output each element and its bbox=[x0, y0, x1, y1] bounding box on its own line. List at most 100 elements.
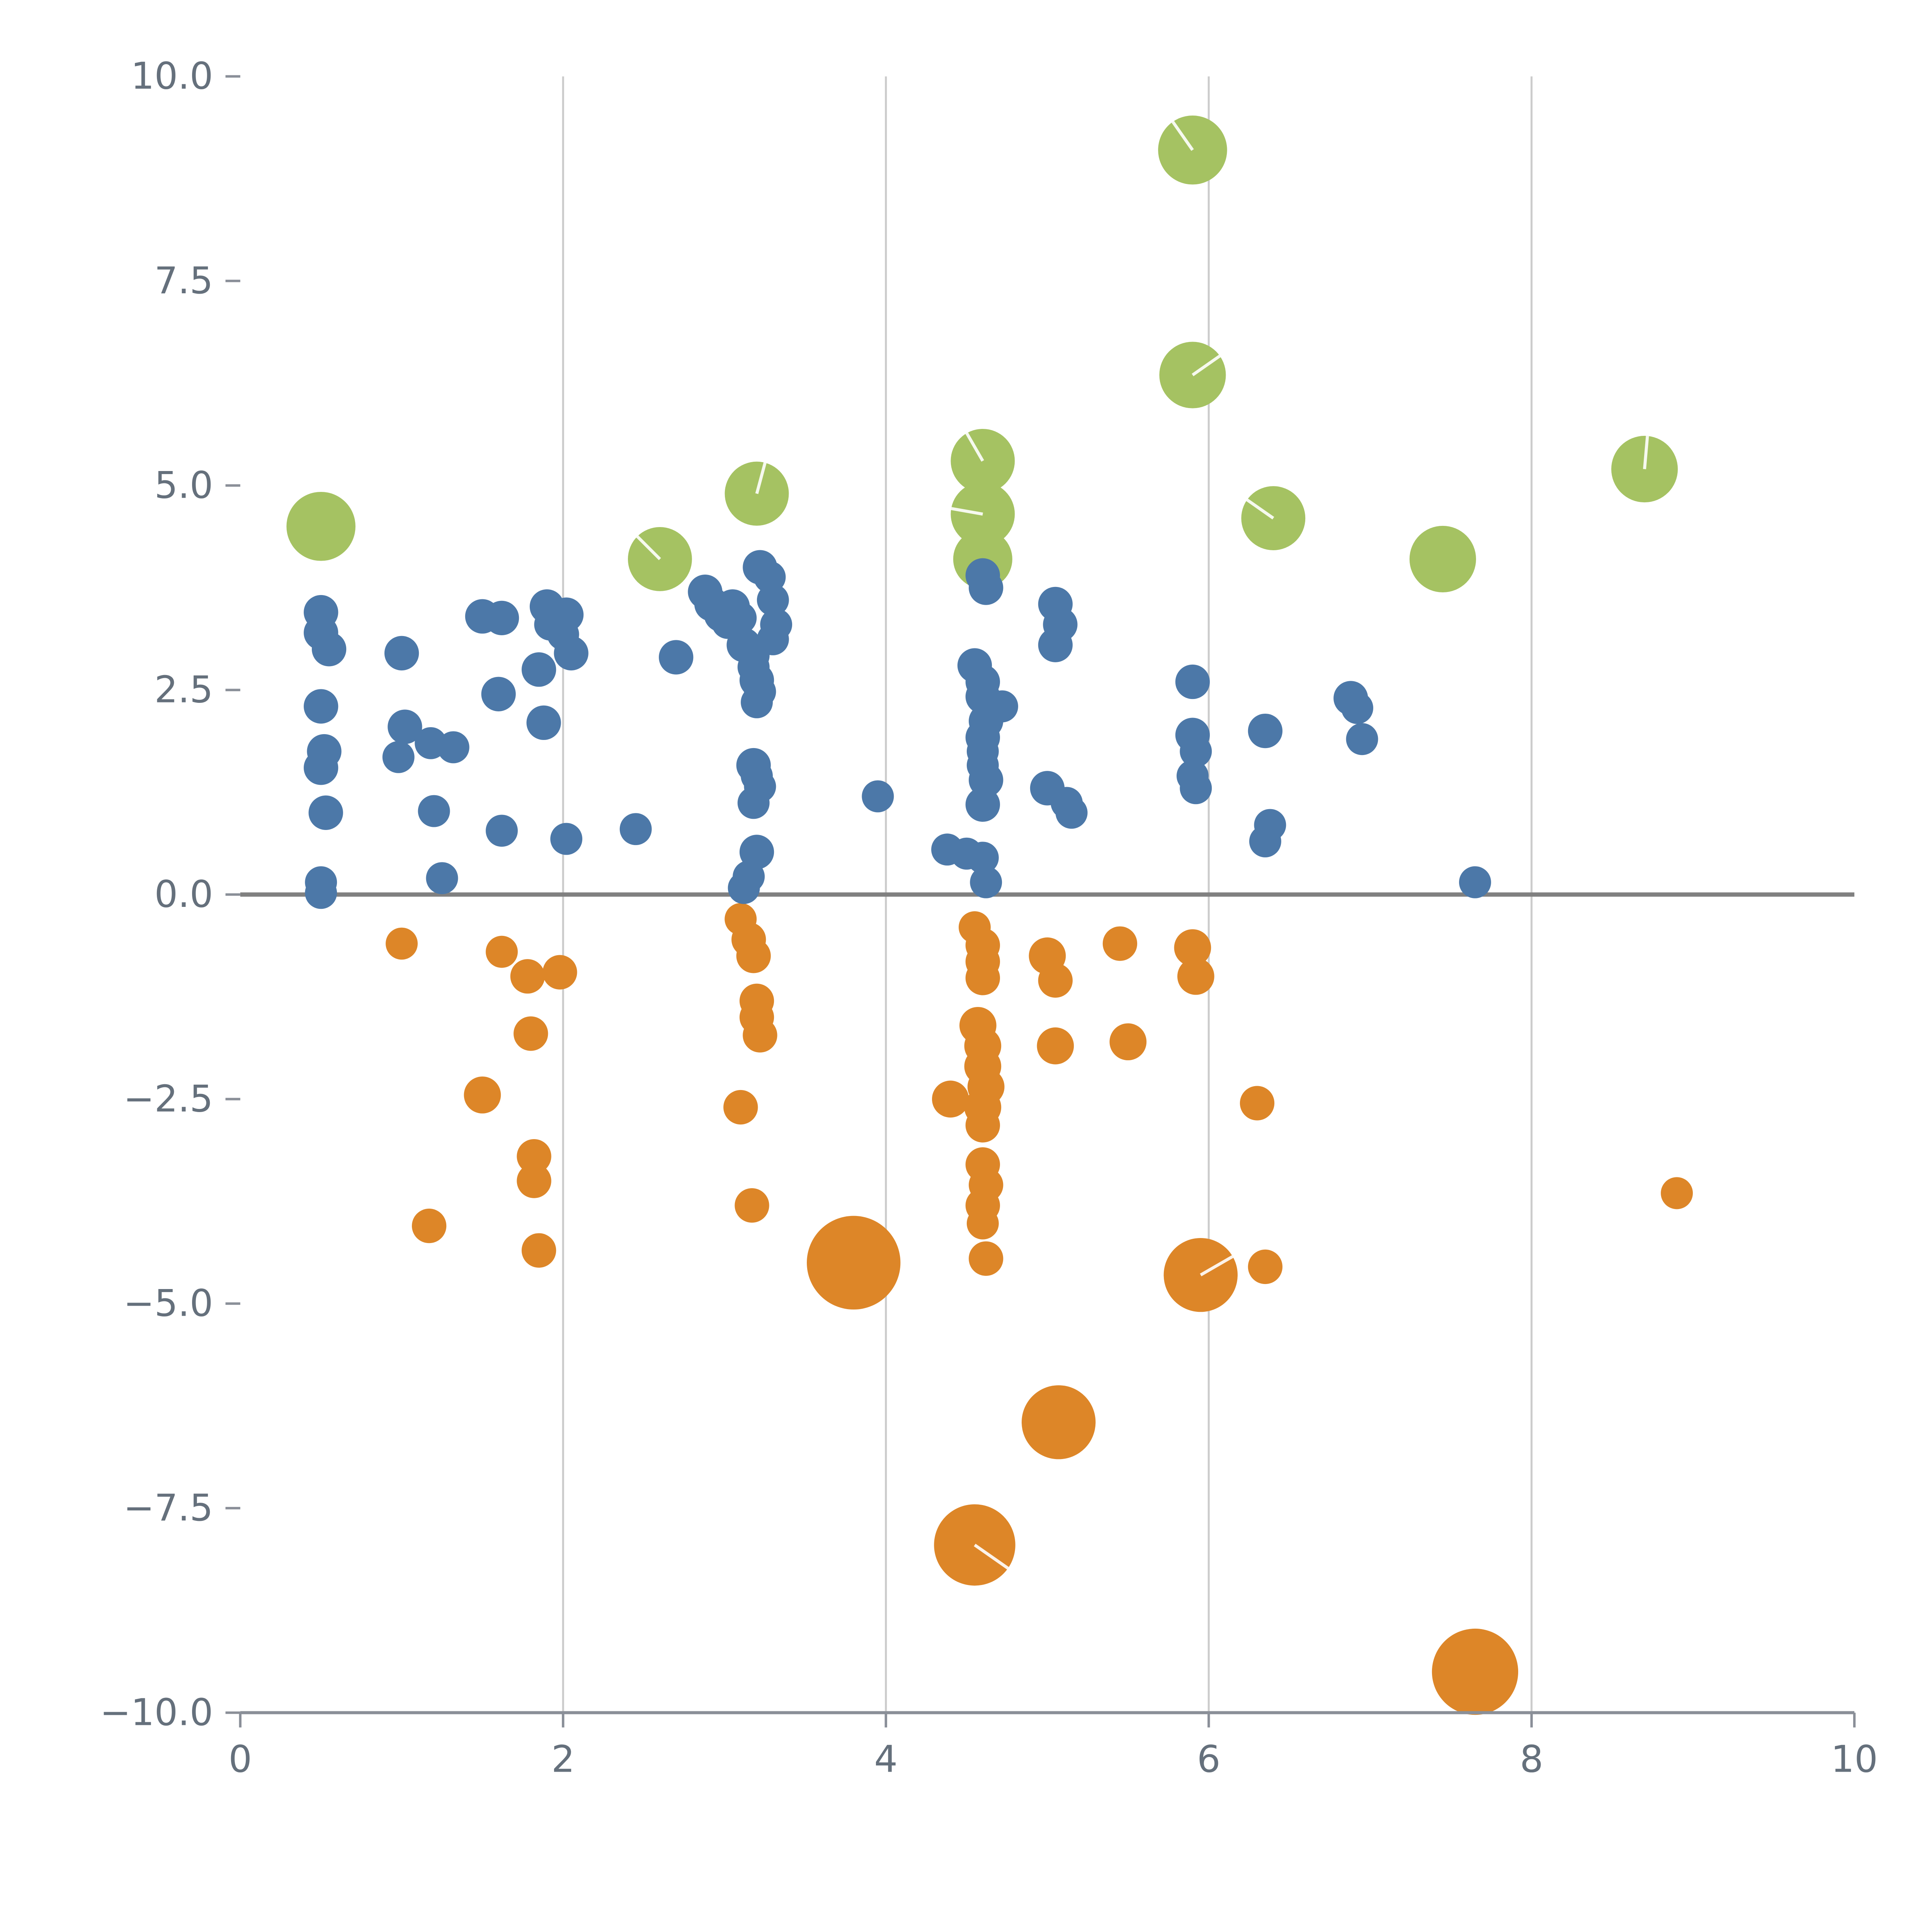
data-point-orange bbox=[1037, 1027, 1074, 1065]
data-point-orange bbox=[723, 1090, 758, 1125]
data-point-blue bbox=[1346, 723, 1378, 755]
data-point-blue bbox=[728, 872, 760, 904]
data-point-orange bbox=[1109, 1023, 1147, 1061]
data-point-blue bbox=[986, 690, 1018, 723]
data-point-blue bbox=[724, 602, 757, 634]
data-point-orange bbox=[517, 1163, 551, 1198]
data-point-blue bbox=[969, 570, 1003, 605]
data-point-blue bbox=[304, 689, 338, 724]
data-point-orange bbox=[517, 1139, 551, 1174]
data-point-orange bbox=[510, 959, 545, 994]
x-tick-label: 6 bbox=[1197, 1737, 1221, 1781]
data-point-orange bbox=[1248, 1249, 1283, 1284]
data-point-blue bbox=[966, 842, 999, 874]
data-point-blue bbox=[862, 780, 894, 813]
data-point-orange bbox=[1102, 926, 1138, 961]
data-point-orange bbox=[807, 1216, 901, 1310]
data-point-blue bbox=[526, 705, 561, 740]
data-point-blue bbox=[426, 862, 458, 895]
data-points bbox=[286, 115, 1693, 1715]
x-tick-label: 8 bbox=[1520, 1737, 1543, 1781]
data-point-blue bbox=[619, 813, 652, 845]
data-point-orange bbox=[1432, 1628, 1519, 1715]
data-point-orange bbox=[521, 1233, 556, 1268]
data-point-orange bbox=[1174, 929, 1211, 966]
point-slash-mark bbox=[974, 1544, 1009, 1570]
series-blue bbox=[304, 550, 1491, 909]
data-point-blue bbox=[550, 823, 583, 855]
data-point-blue bbox=[1180, 772, 1212, 804]
y-tick-label: −2.5 bbox=[123, 1077, 213, 1120]
data-point-blue bbox=[388, 709, 422, 744]
data-point-green bbox=[286, 492, 355, 561]
data-point-orange bbox=[966, 1207, 999, 1240]
data-point-blue bbox=[659, 640, 694, 675]
data-point-orange bbox=[543, 955, 577, 990]
data-point-green bbox=[951, 429, 1015, 493]
data-point-orange bbox=[932, 1080, 969, 1118]
data-point-orange bbox=[736, 939, 771, 973]
data-point-blue bbox=[1055, 796, 1088, 829]
data-point-blue bbox=[1175, 664, 1210, 699]
data-point-orange bbox=[464, 1076, 501, 1114]
data-point-blue bbox=[418, 795, 450, 827]
point-slash-mark bbox=[755, 462, 767, 494]
y-tick-label: 10.0 bbox=[131, 54, 213, 98]
x-tick-label: 10 bbox=[1831, 1737, 1878, 1781]
point-slash-mark bbox=[1192, 354, 1221, 376]
point-slash-mark bbox=[636, 535, 661, 560]
data-point-orange bbox=[386, 927, 418, 960]
data-point-blue bbox=[481, 677, 516, 711]
data-point-orange bbox=[514, 1016, 548, 1051]
point-slash-mark bbox=[951, 507, 983, 516]
data-point-orange bbox=[1240, 1086, 1275, 1121]
data-point-blue bbox=[741, 686, 773, 718]
y-tick-label: 5.0 bbox=[155, 463, 213, 507]
data-point-blue bbox=[1180, 735, 1212, 767]
data-point-green bbox=[1158, 115, 1227, 185]
point-slash-mark bbox=[965, 432, 984, 462]
data-point-blue bbox=[757, 584, 789, 616]
data-point-blue bbox=[757, 623, 789, 655]
data-point-orange bbox=[1038, 963, 1073, 998]
data-point-blue bbox=[304, 750, 338, 785]
data-point-blue bbox=[737, 787, 770, 819]
x-tick-label: 2 bbox=[551, 1737, 575, 1781]
data-point-orange bbox=[486, 935, 518, 968]
data-point-blue bbox=[311, 632, 347, 667]
series-orange bbox=[386, 903, 1693, 1715]
x-tick-label: 0 bbox=[228, 1737, 252, 1781]
y-tick-label: −7.5 bbox=[123, 1486, 213, 1529]
data-point-blue bbox=[1459, 866, 1491, 898]
y-tick-label: −5.0 bbox=[123, 1282, 213, 1325]
data-point-blue bbox=[965, 787, 1000, 822]
data-point-blue bbox=[1248, 713, 1283, 748]
data-point-green bbox=[1409, 526, 1476, 593]
data-point-blue bbox=[554, 636, 588, 671]
data-point-blue bbox=[521, 652, 556, 687]
data-point-blue bbox=[437, 731, 469, 764]
data-point-orange bbox=[735, 1188, 769, 1223]
y-tick-label: −10.0 bbox=[100, 1690, 213, 1734]
point-slash-mark bbox=[1643, 435, 1649, 469]
data-point-blue bbox=[382, 741, 415, 773]
axes: 0 2 4 6 8 10 −10.0 −7.5 −5.0 −2.5 0.0 2.5 5.0 7.5 10.0 bbox=[100, 54, 1878, 1781]
data-point-blue bbox=[305, 877, 337, 909]
data-point-orange bbox=[969, 1241, 1003, 1276]
data-point-orange bbox=[965, 1108, 1000, 1143]
data-point-blue bbox=[384, 636, 419, 671]
data-point-orange bbox=[1661, 1177, 1693, 1209]
y-tick-label: 0.0 bbox=[155, 872, 213, 916]
y-tick-label: 7.5 bbox=[155, 259, 213, 302]
data-point-orange bbox=[1022, 1385, 1096, 1459]
data-point-orange bbox=[1177, 957, 1214, 995]
data-point-orange bbox=[412, 1208, 447, 1243]
data-point-orange bbox=[743, 1018, 777, 1053]
data-point-orange bbox=[965, 961, 1000, 995]
data-point-blue bbox=[1341, 692, 1373, 724]
point-slash-mark bbox=[1200, 1255, 1234, 1277]
point-slash-mark bbox=[1246, 498, 1274, 520]
